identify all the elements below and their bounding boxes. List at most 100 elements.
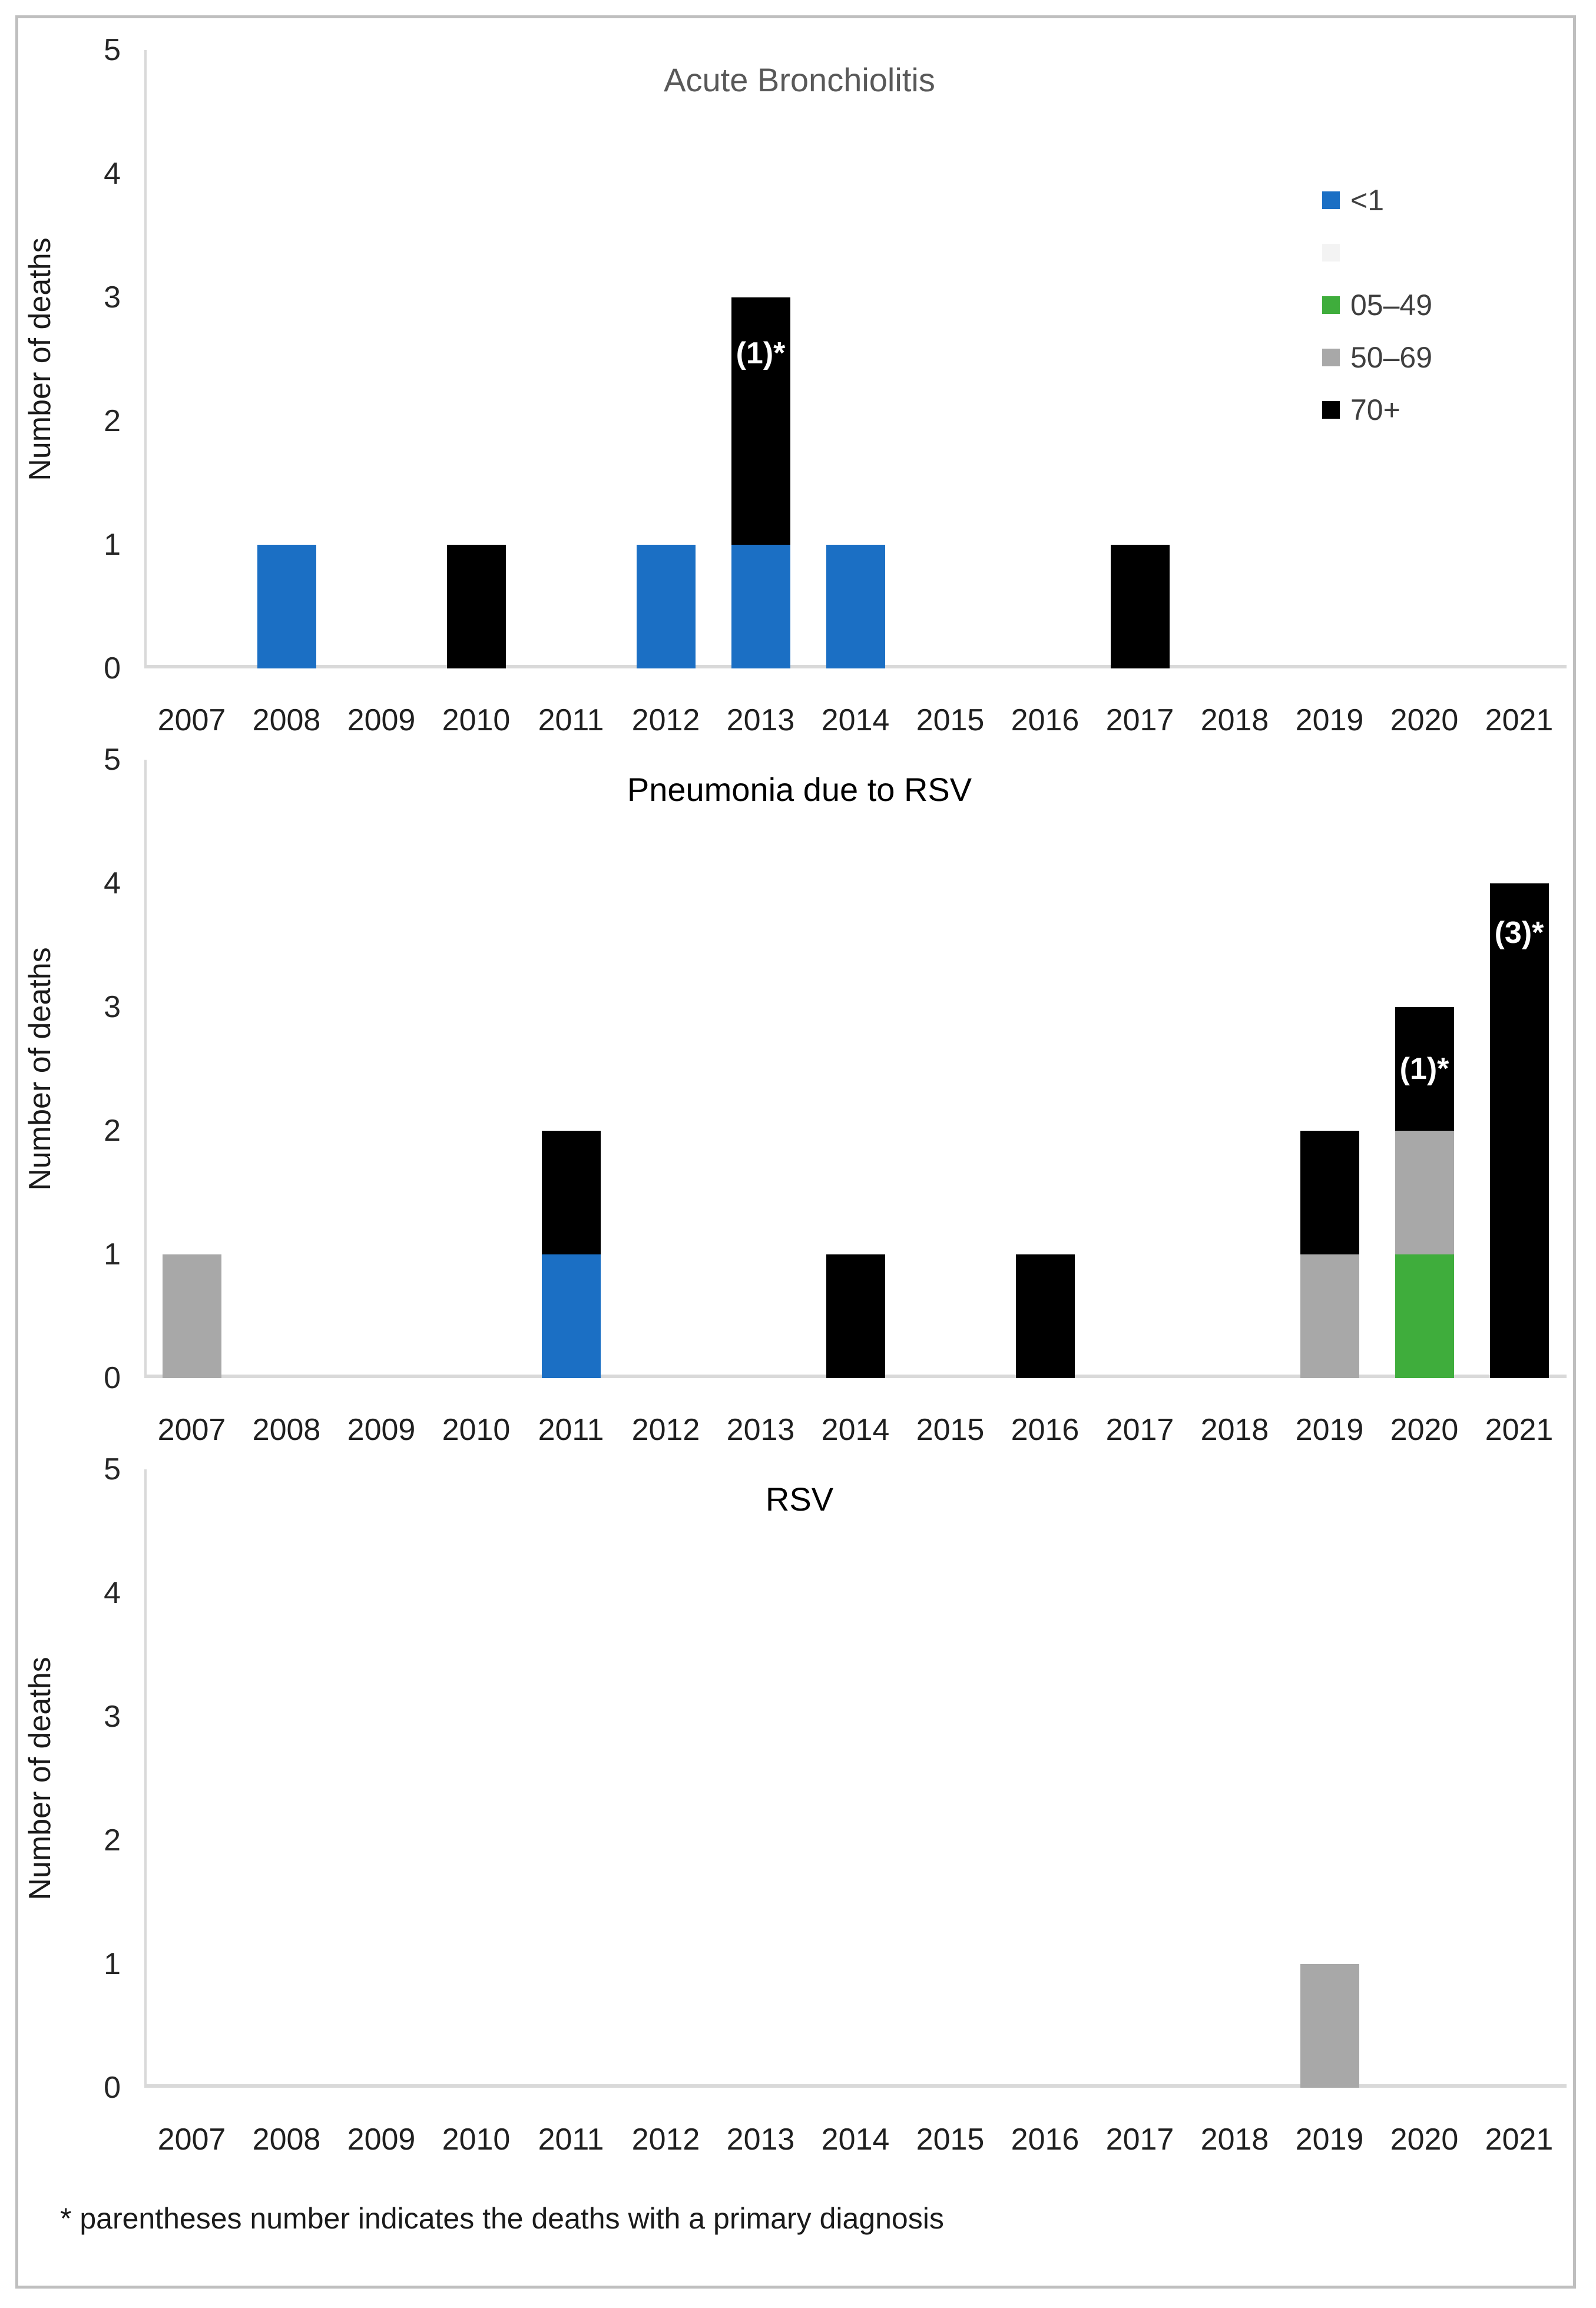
bar-segment: [1110, 545, 1170, 668]
y-tick-label: 3: [104, 280, 121, 314]
x-year-label: 2010: [442, 703, 511, 737]
bar-segment: [1395, 1007, 1454, 1131]
legend-swatch: [1322, 401, 1340, 419]
x-year-label: 2017: [1105, 703, 1174, 737]
legend-label: 05–49: [1350, 289, 1433, 322]
y-tick-label: 2: [104, 404, 121, 438]
x-year-label: 2016: [1011, 1413, 1080, 1447]
x-year-label: 2013: [726, 2122, 795, 2157]
y-tick-label: 0: [104, 2071, 121, 2105]
legend-label: <1: [1350, 184, 1385, 217]
bar-annotation: (1)*: [736, 336, 786, 370]
chart-title: Pneumonia due to RSV: [627, 771, 972, 808]
y-axis-label: Number of deaths: [23, 947, 57, 1191]
x-year-label: 2009: [347, 1413, 416, 1447]
bar-segment: [541, 1254, 601, 1378]
y-tick-label: 4: [104, 157, 121, 191]
x-year-label: 2014: [821, 2122, 890, 2157]
footnote: * parentheses number indicates the death…: [60, 2202, 944, 2235]
y-tick-label: 4: [104, 1576, 121, 1610]
x-year-label: 2018: [1200, 703, 1269, 737]
x-year-label: 2021: [1485, 1413, 1554, 1447]
x-year-label: 2020: [1390, 2122, 1459, 2157]
chart-title: Acute Bronchiolitis: [664, 61, 935, 98]
y-tick-label: 2: [104, 1823, 121, 1857]
legend-swatch: [1322, 349, 1340, 366]
x-year-label: 2018: [1200, 1413, 1269, 1447]
chart-rsv: RSV Number of deaths 0 1 2 3 4 5 2007 2008 2009 201…: [0, 1440, 1596, 2157]
x-year-label: 2019: [1295, 2122, 1364, 2157]
bar-annotation: (3)*: [1494, 916, 1544, 950]
legend-item: 05–49: [1322, 289, 1432, 322]
y-tick-label: 5: [104, 743, 121, 777]
legend-swatch: [1322, 244, 1340, 261]
y-tick-label: 3: [104, 990, 121, 1024]
x-year-label: 2021: [1485, 2122, 1554, 2157]
x-year-label: 2020: [1390, 1413, 1459, 1447]
bar-segment: [1395, 1254, 1454, 1378]
chart-pneumonia-due-to-rsv: Pneumonia due to RSV Number of deaths 0 1 2 3…: [0, 730, 1596, 1447]
x-year-label: 2007: [157, 1413, 226, 1447]
x-year-label: 2017: [1105, 1413, 1174, 1447]
y-tick-label: 1: [104, 1947, 121, 1981]
legend-item: [1322, 236, 1350, 269]
y-tick-label: 1: [104, 1237, 121, 1271]
legend-label: 70+: [1350, 393, 1400, 426]
y-tick-label: 0: [104, 651, 121, 686]
x-year-label: 2010: [442, 2122, 511, 2157]
x-year-label: 2009: [347, 2122, 416, 2157]
x-year-label: 2012: [631, 703, 700, 737]
y-tick-label: 3: [104, 1700, 121, 1734]
x-year-label: 2014: [821, 1413, 890, 1447]
x-year-label: 2008: [252, 2122, 321, 2157]
x-year-label: 2013: [726, 703, 795, 737]
bar-segment: [826, 545, 885, 668]
x-year-label: 2015: [916, 2122, 985, 2157]
legend-item: 50–69: [1322, 341, 1432, 374]
x-year-label: 2010: [442, 1413, 511, 1447]
bar-segment: [257, 545, 316, 668]
y-tick-label: 0: [104, 1361, 121, 1395]
x-year-label: 2008: [252, 703, 321, 737]
bar-annotation: (1)*: [1399, 1052, 1449, 1086]
x-year-label: 2018: [1200, 2122, 1269, 2157]
bar-segment: [1015, 1254, 1075, 1378]
x-year-label: 2014: [821, 703, 890, 737]
x-year-label: 2008: [252, 1413, 321, 1447]
x-year-label: 2019: [1295, 703, 1364, 737]
legend-swatch: [1322, 296, 1340, 314]
bar-segment: [731, 545, 790, 668]
legend-item: 70+: [1322, 393, 1400, 426]
bar-segment: [1489, 883, 1549, 1378]
y-tick-label: 1: [104, 528, 121, 562]
y-tick-label: 4: [104, 866, 121, 900]
x-year-label: 2016: [1011, 2122, 1080, 2157]
y-tick-label: 2: [104, 1114, 121, 1148]
x-year-label: 2007: [157, 703, 226, 737]
bar-segment: [162, 1254, 221, 1378]
x-year-label: 2020: [1390, 703, 1459, 737]
y-tick-label: 5: [104, 1452, 121, 1486]
bar-segment: [1300, 1131, 1359, 1254]
x-year-label: 2009: [347, 703, 416, 737]
plot-area: [144, 1469, 1567, 2088]
x-year-label: 2021: [1485, 703, 1554, 737]
y-axis-label: Number of deaths: [23, 1657, 57, 1900]
x-year-label: 2013: [726, 1413, 795, 1447]
legend-swatch: [1322, 191, 1340, 209]
bar-segment: [826, 1254, 885, 1378]
x-year-label: 2011: [538, 703, 604, 737]
x-year-label: 2015: [916, 1413, 985, 1447]
x-year-label: 2012: [631, 1413, 700, 1447]
bar-segment: [446, 545, 506, 668]
bar-segment: [541, 1131, 601, 1254]
bar-segment: [636, 545, 696, 668]
bar-segment: [1395, 1131, 1454, 1254]
bar-segment: [1300, 1964, 1359, 2088]
x-year-label: 2007: [157, 2122, 226, 2157]
x-year-label: 2012: [631, 2122, 700, 2157]
x-year-label: 2011: [538, 1413, 604, 1447]
bar-segment: [1300, 1254, 1359, 1378]
chart-title: RSV: [765, 1481, 834, 1518]
y-tick-label: 5: [104, 33, 121, 67]
